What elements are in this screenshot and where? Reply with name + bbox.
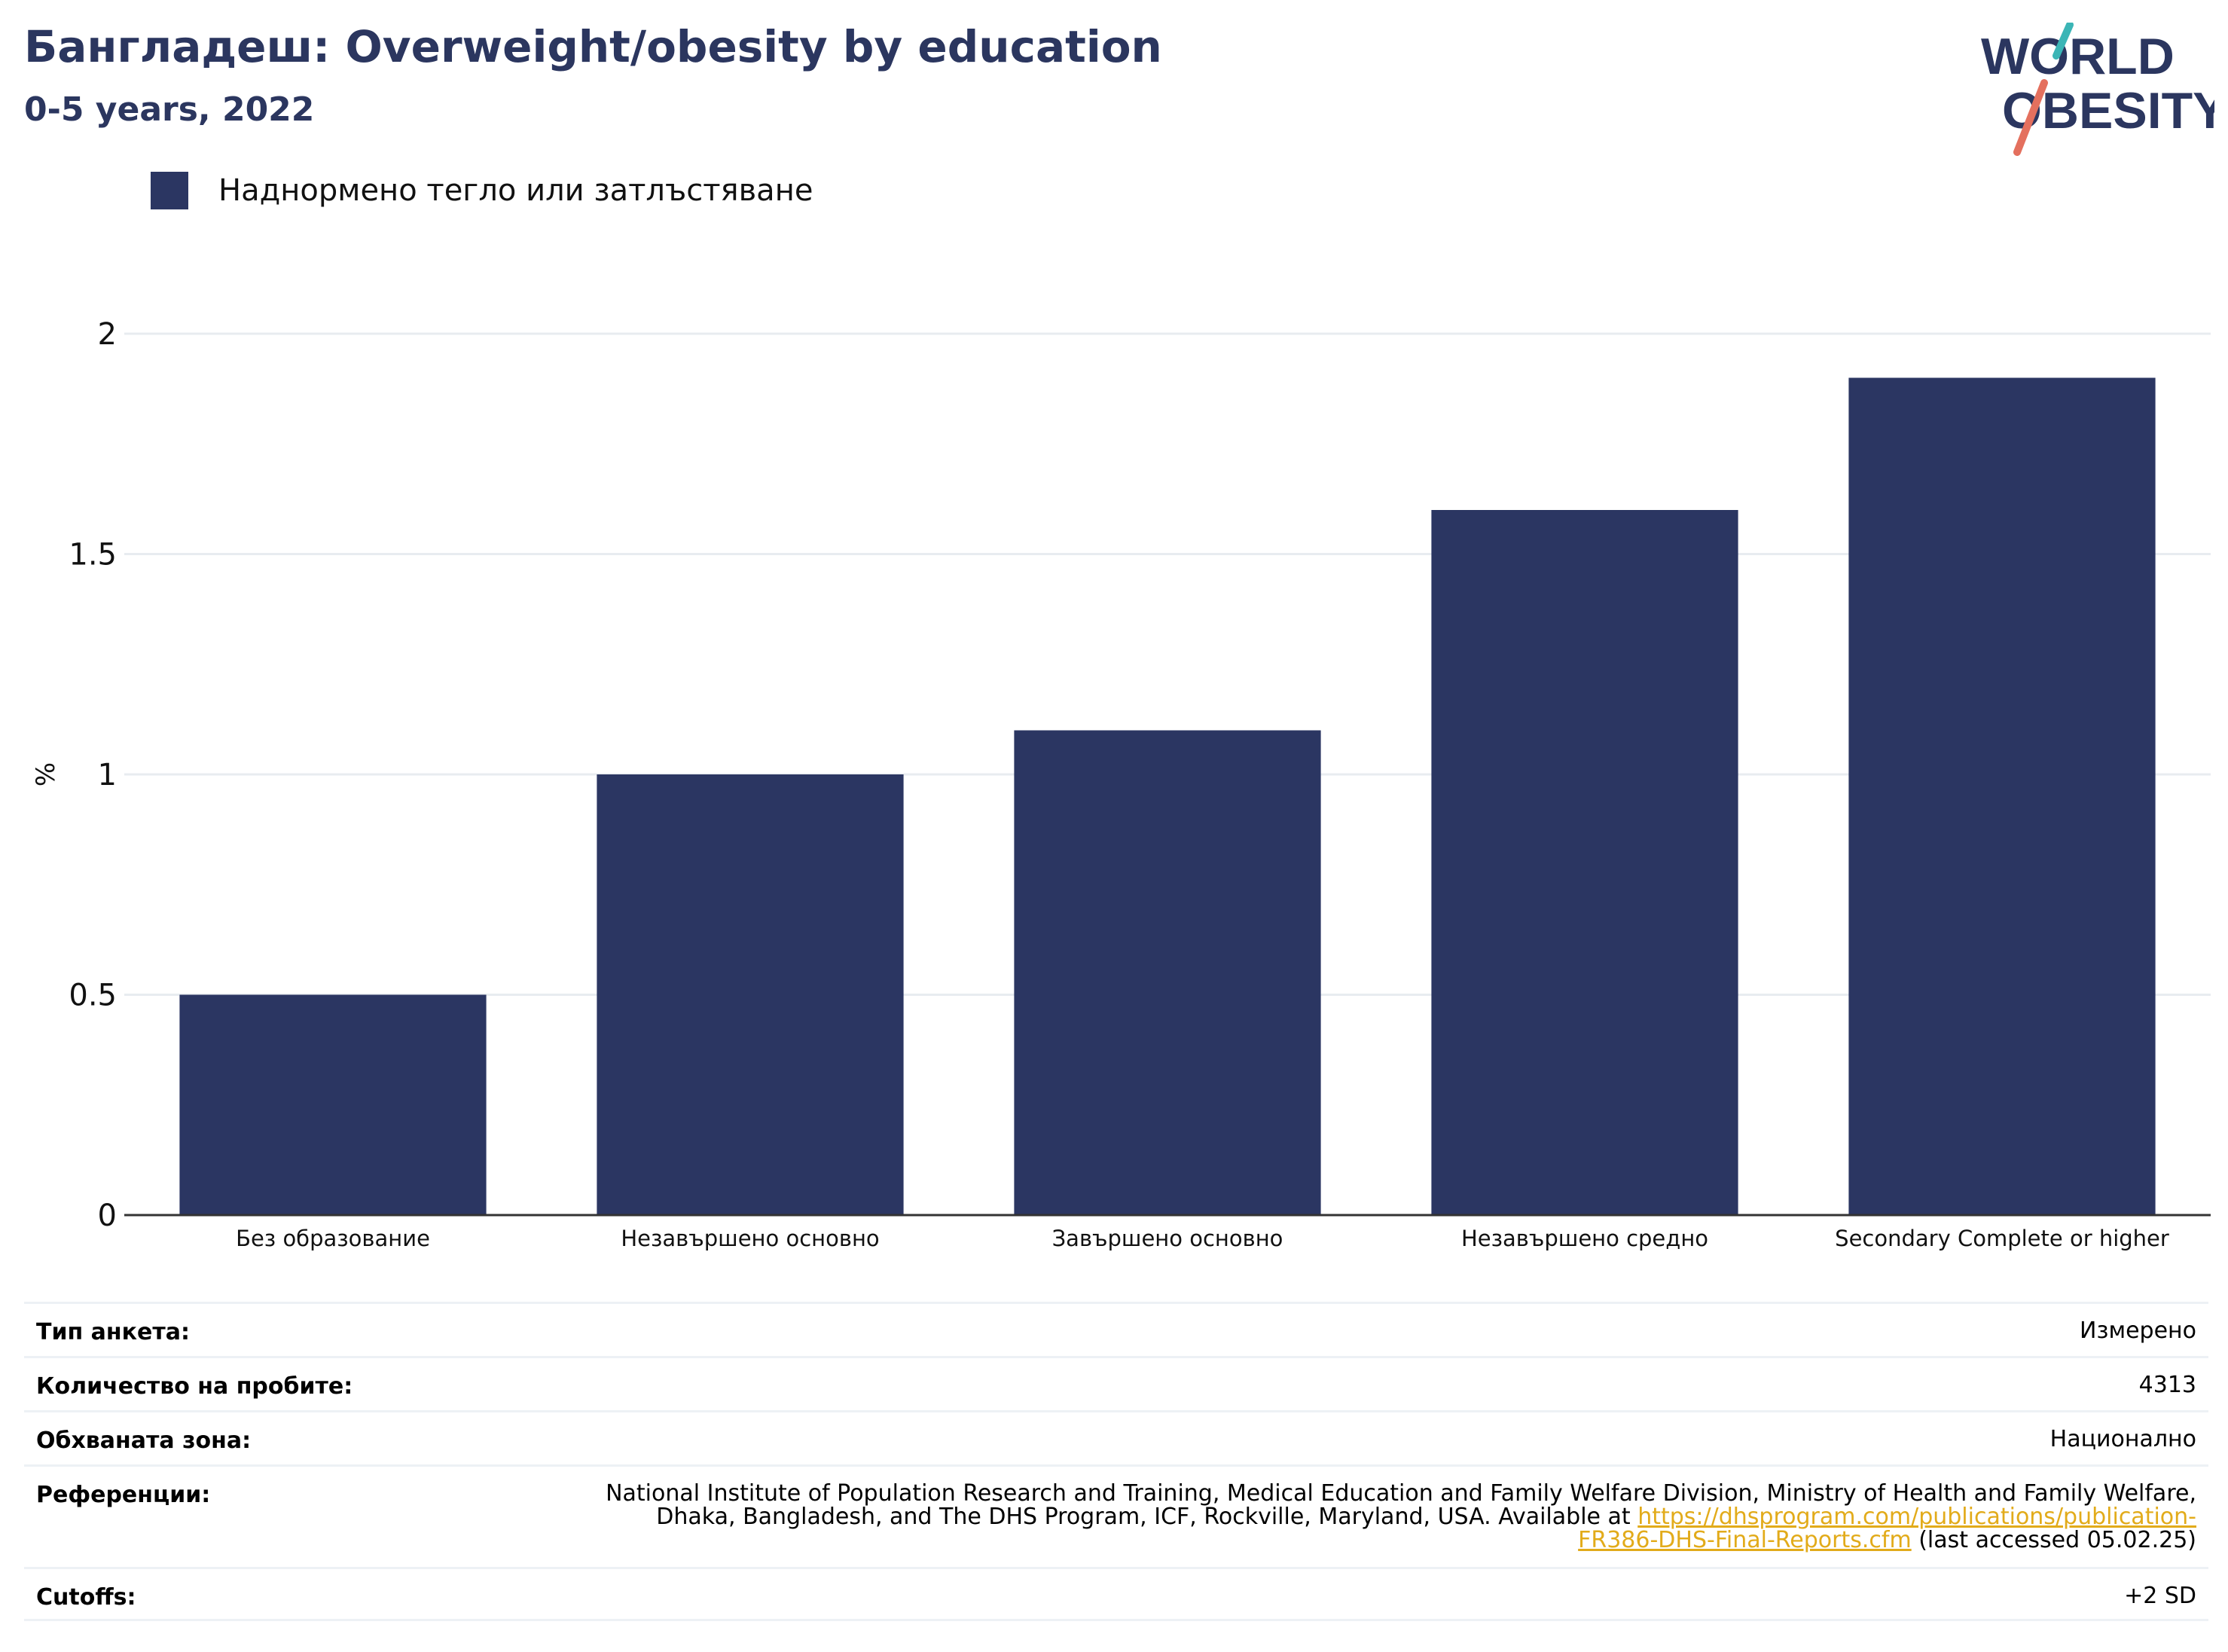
area-label: Обхваната зона: xyxy=(36,1428,252,1454)
references-link-part-2[interactable]: FR386-DHS-Final-Reports.cfm xyxy=(1578,1527,1912,1553)
references-text-2: Dhaka, Bangladesh, and The DHS Program, … xyxy=(656,1504,1638,1530)
references-value: National Institute of Population Researc… xyxy=(606,1482,2196,1552)
y-tick-label: 1.5 xyxy=(69,538,117,573)
info-row-cutoffs: Cutoffs: +2 SD xyxy=(24,1567,2208,1621)
y-tick-label: 1 xyxy=(98,758,117,792)
y-tick-label: 0.5 xyxy=(69,979,117,1013)
info-row-sample-size: Количество на пробите: 4313 xyxy=(24,1356,2208,1410)
bar xyxy=(179,994,487,1215)
legend-label: Наднормено тегло или затлъстяване xyxy=(218,173,813,208)
info-row-references: Референции: National Institute of Popula… xyxy=(24,1464,2208,1567)
bar-chart: 0 0.5 1 1.5 2% Без образование Незавършено осн… xyxy=(31,317,2211,1251)
y-tick-label: 2 xyxy=(98,317,117,352)
sample-size-value: 4313 xyxy=(2138,1372,2196,1398)
y-axis-label: % xyxy=(31,762,61,786)
x-tick-label: Незавършено средно xyxy=(1461,1226,1708,1251)
world-obesity-logo-icon: WORLD OBESITY xyxy=(1981,23,2214,156)
survey-type-label: Тип анкета: xyxy=(36,1319,190,1345)
info-row-survey-type: Тип анкета: Измерено xyxy=(24,1302,2208,1356)
cutoffs-label: Cutoffs: xyxy=(36,1584,136,1611)
chart-title: Бангладеш: Overweight/obesity by educati… xyxy=(24,21,1162,72)
x-tick-label: Незавършено основно xyxy=(621,1226,879,1251)
references-text-1: National Institute of Population Researc… xyxy=(606,1480,2196,1507)
x-tick-label: Secondary Complete or higher xyxy=(1835,1226,2169,1251)
survey-type-value: Измерено xyxy=(2080,1318,2196,1344)
references-text-3: (last accessed 05.02.25) xyxy=(1911,1527,2196,1553)
bar xyxy=(1431,510,1738,1215)
references-link-part-1[interactable]: https://dhsprogram.com/publications/publ… xyxy=(1637,1504,2196,1530)
references-label: Референции: xyxy=(36,1482,211,1508)
info-row-area: Обхваната зона: Национално xyxy=(24,1410,2208,1464)
logo-text-world: WORLD xyxy=(1981,28,2175,85)
x-tick-label: Завършено основно xyxy=(1052,1226,1283,1251)
chart-subtitle: 0-5 years, 2022 xyxy=(24,90,315,129)
bar xyxy=(1848,377,2156,1215)
legend-swatch xyxy=(151,172,188,209)
legend: Наднормено тегло или затлъстяване xyxy=(151,172,813,209)
sample-size-label: Количество на пробите: xyxy=(36,1373,353,1400)
bar xyxy=(597,774,904,1215)
y-tick-label: 0 xyxy=(98,1199,117,1233)
x-tick-label: Без образование xyxy=(236,1226,430,1251)
cutoffs-value: +2 SD xyxy=(2124,1583,2196,1609)
area-value: Национално xyxy=(2049,1426,2196,1452)
info-table: Тип анкета: Измерено Количество на проби… xyxy=(24,1302,2208,1621)
bar xyxy=(1014,730,1321,1215)
